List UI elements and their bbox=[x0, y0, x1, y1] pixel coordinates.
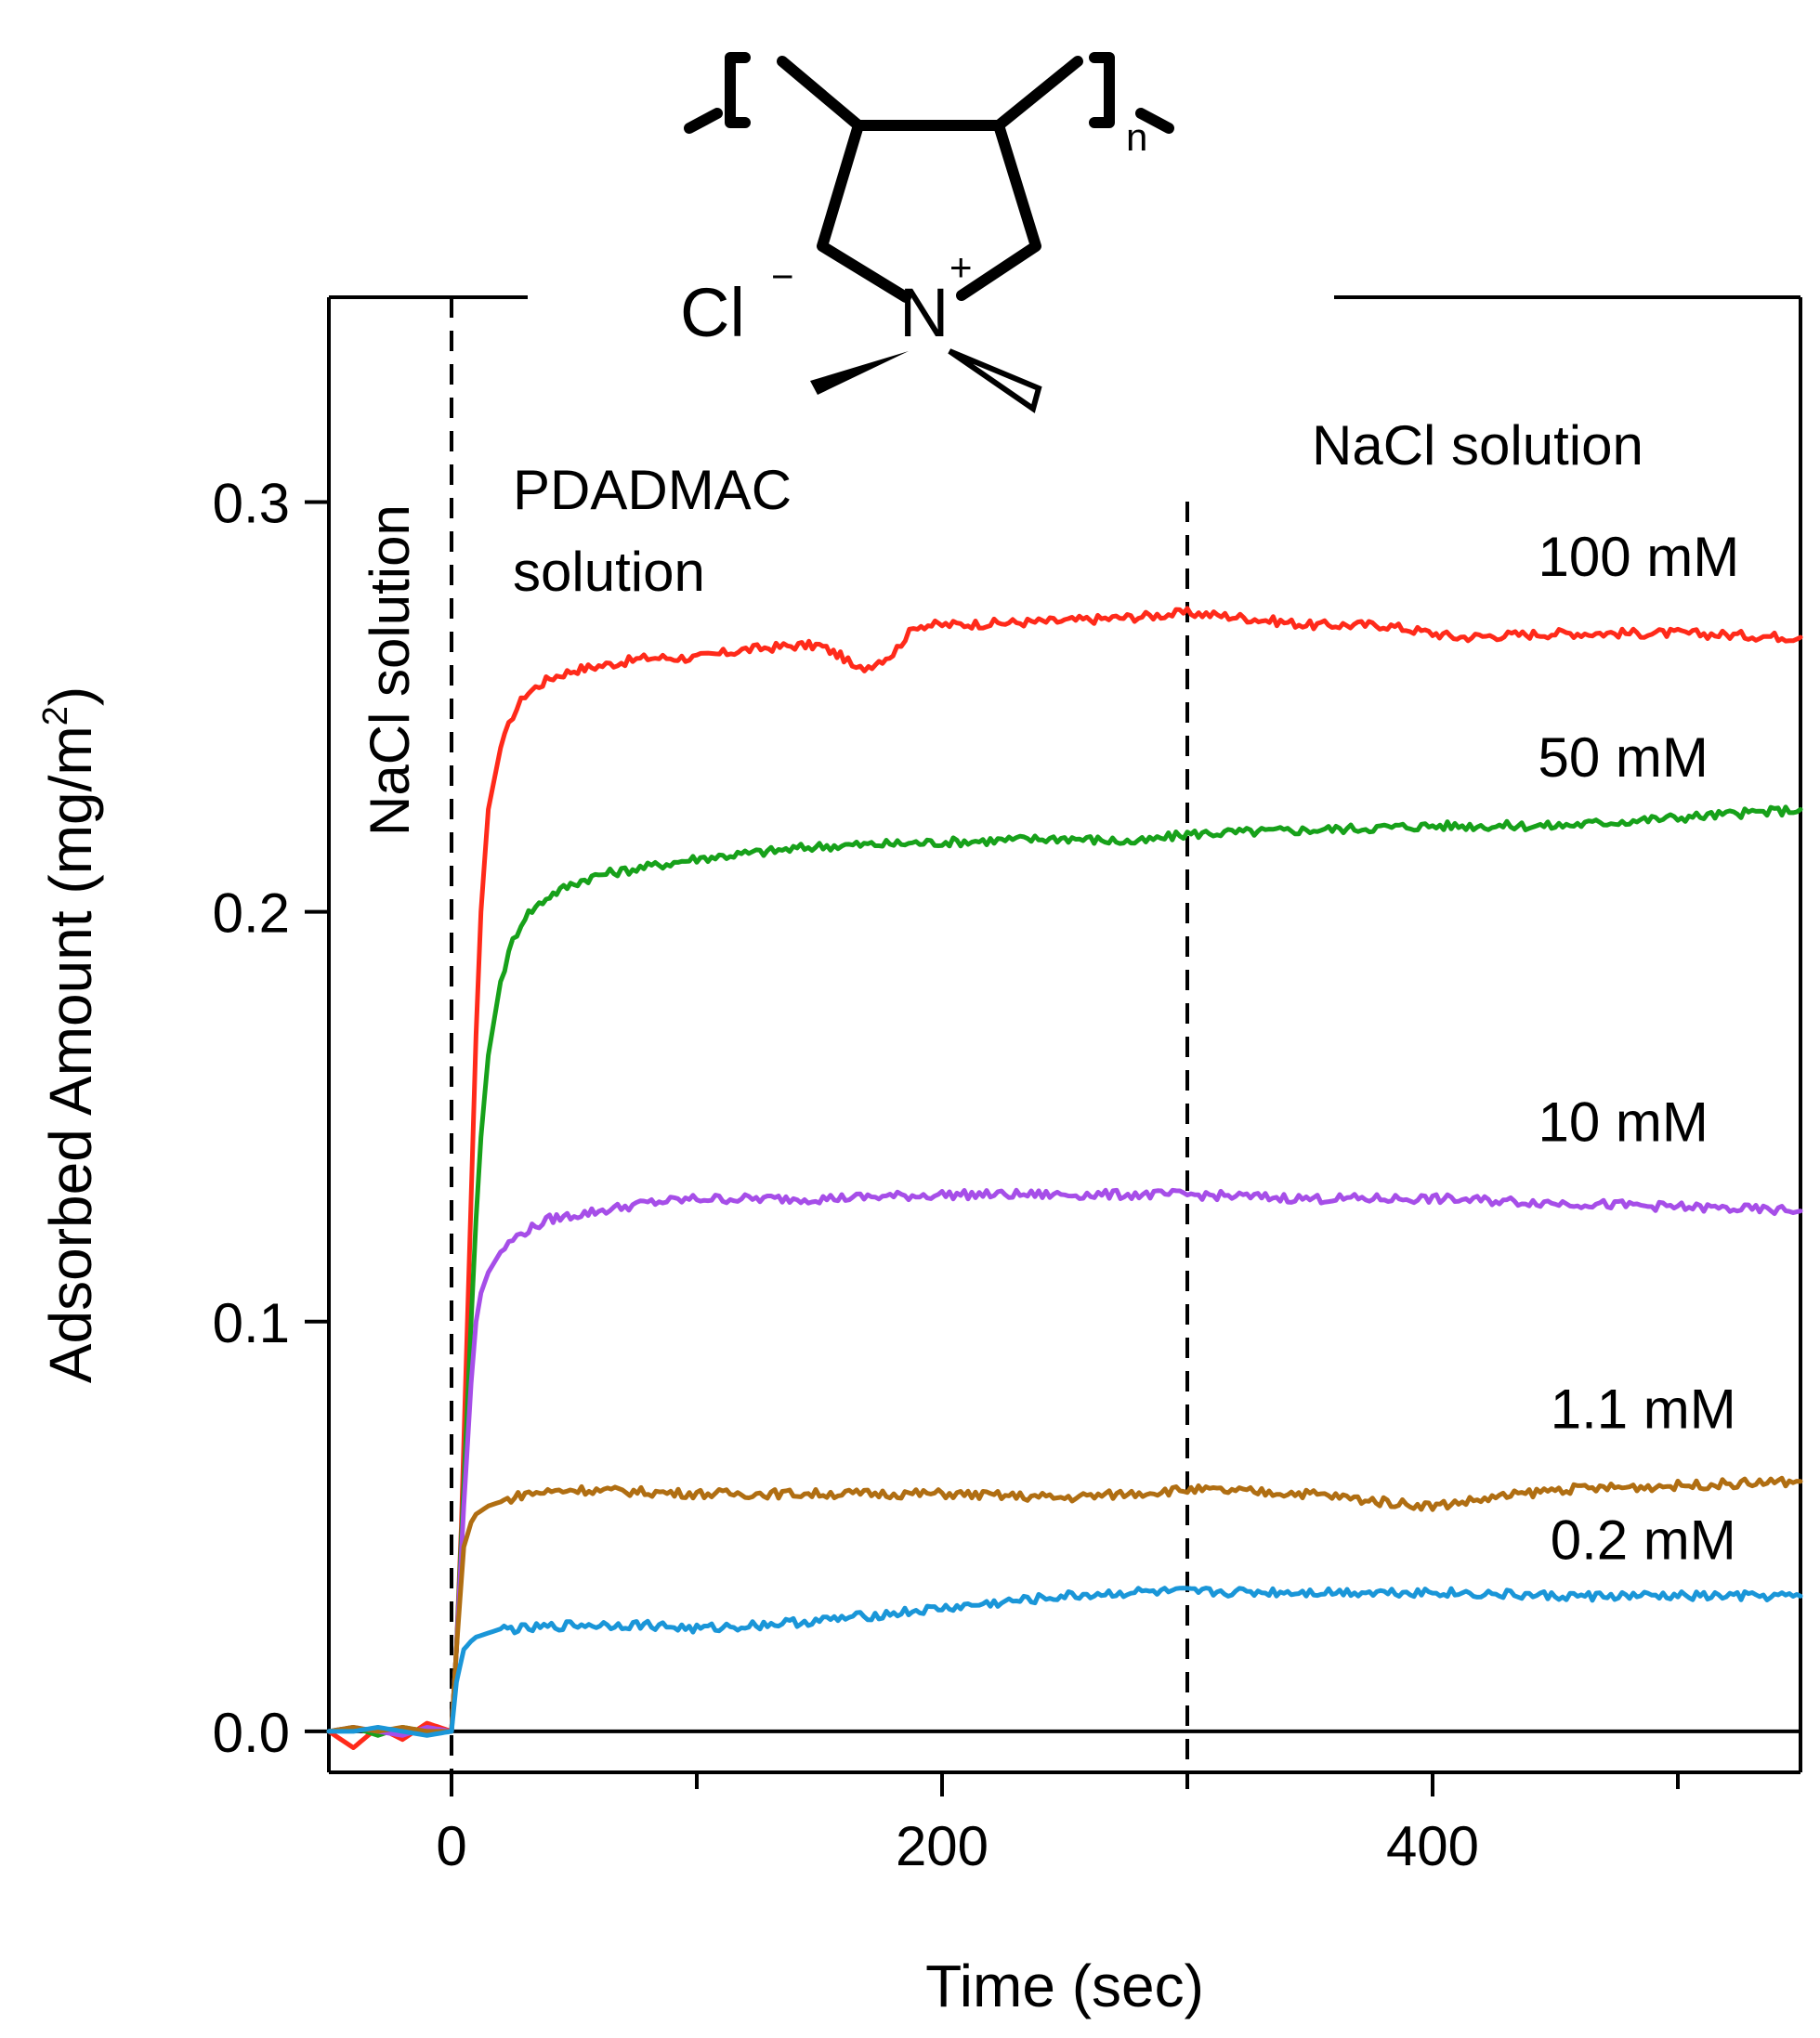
structure-solid-wedge bbox=[810, 351, 909, 395]
structure-counterion-charge: − bbox=[771, 255, 794, 298]
series-line-50-mm bbox=[326, 804, 1803, 1738]
structure-nitrogen-charge: + bbox=[949, 245, 973, 289]
stage-label-left: NaCl solution bbox=[359, 504, 421, 836]
series-labels: 100 mM 50 mM 10 mM 1.1 mM 0.2 mM bbox=[1538, 526, 1740, 1572]
series-layer bbox=[326, 606, 1803, 1750]
series-line-100-mm bbox=[326, 606, 1803, 1750]
structure-backbone bbox=[777, 56, 1083, 131]
structure-ring bbox=[817, 120, 911, 303]
series-label: 50 mM bbox=[1538, 726, 1709, 789]
plot-frame bbox=[327, 295, 1802, 1774]
x-axis-title: Time (sec) bbox=[925, 1953, 1204, 2019]
stage-label-middle-line1: PDADMAC bbox=[513, 459, 792, 521]
y-tick-label: 0.1 bbox=[213, 1292, 290, 1354]
series-label: 10 mM bbox=[1538, 1091, 1709, 1154]
x-tick-label: 0 bbox=[436, 1815, 466, 1877]
structure-counterion: Cl bbox=[680, 274, 745, 351]
structure-hashed-wedge bbox=[948, 348, 1042, 413]
series-line-1-1-mm bbox=[326, 1475, 1803, 1734]
stage-markers bbox=[450, 297, 1189, 1772]
series-line-10-mm bbox=[326, 1187, 1803, 1738]
y-axis: 0.0 0.1 0.2 0.3 bbox=[213, 473, 329, 1764]
series-label: 100 mM bbox=[1538, 526, 1740, 588]
x-tick-label: 400 bbox=[1386, 1815, 1479, 1877]
y-tick-label: 0.2 bbox=[213, 882, 290, 945]
y-axis-title: Adsorbed Amount (mg/m2) bbox=[36, 686, 104, 1383]
pdadmac-structure-drawing bbox=[684, 52, 1174, 303]
structure-right-bond bbox=[1135, 108, 1174, 134]
series-line-0-2-mm bbox=[326, 1586, 1803, 1738]
y-tick-label: 0.0 bbox=[213, 1702, 290, 1764]
y-axis-title-main: Adsorbed Amount (mg/m bbox=[37, 725, 104, 1383]
structure-left-bracket bbox=[725, 52, 751, 128]
stage-label-middle-line2: solution bbox=[513, 541, 705, 603]
structure-right-bracket bbox=[1089, 52, 1115, 128]
structure-repeat-subscript: n bbox=[1126, 115, 1147, 159]
y-axis-title-superscript: 2 bbox=[36, 706, 75, 725]
structure-nitrogen: N bbox=[899, 274, 949, 351]
x-tick-label: 200 bbox=[896, 1815, 989, 1877]
stage-label-right: NaCl solution bbox=[1312, 414, 1643, 477]
x-axis: 0 200 400 bbox=[436, 1772, 1680, 1877]
structure-ring-right bbox=[956, 120, 1041, 301]
structure-left-bond bbox=[684, 108, 723, 134]
series-label: 0.2 mM bbox=[1551, 1509, 1736, 1572]
y-tick-label: 0.3 bbox=[213, 473, 290, 535]
series-label: 1.1 mM bbox=[1551, 1378, 1736, 1440]
y-axis-title-close: ) bbox=[37, 686, 104, 706]
